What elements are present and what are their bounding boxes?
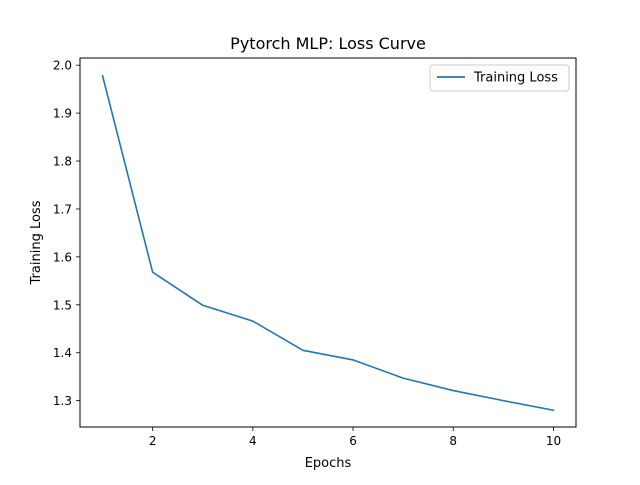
y-axis-ticks: 1.3 1.4 1.5 1.6 1.7 1.8 1.9 2.0	[53, 59, 80, 408]
y-tick-label: 2.0	[53, 59, 72, 73]
y-tick-label: 1.4	[53, 346, 72, 360]
x-tick-label: 4	[249, 434, 257, 448]
y-tick-label: 1.8	[53, 155, 72, 169]
axes-frame	[79, 57, 577, 428]
legend: Training Loss	[429, 64, 570, 92]
x-tick-label: 10	[546, 434, 561, 448]
x-tick-label: 2	[149, 434, 157, 448]
y-tick-label: 1.9	[53, 107, 72, 121]
y-tick-label: 1.3	[53, 394, 72, 408]
legend-label-training-loss: Training Loss	[473, 71, 558, 86]
legend-box	[429, 64, 570, 92]
y-axis-label: Training Loss	[29, 200, 44, 285]
y-tick-label: 1.7	[53, 202, 72, 216]
y-tick-label: 1.6	[53, 250, 72, 264]
series-line-training-loss	[101, 74, 555, 412]
x-axis-label: Epochs	[305, 456, 352, 471]
x-axis-ticks: 2 4 6 8 10	[149, 427, 561, 448]
x-tick-label: 8	[449, 434, 457, 448]
plot-area	[101, 74, 555, 412]
chart-title: Pytorch MLP: Loss Curve	[230, 34, 426, 53]
x-tick-label: 6	[349, 434, 357, 448]
y-tick-label: 1.5	[53, 298, 72, 312]
